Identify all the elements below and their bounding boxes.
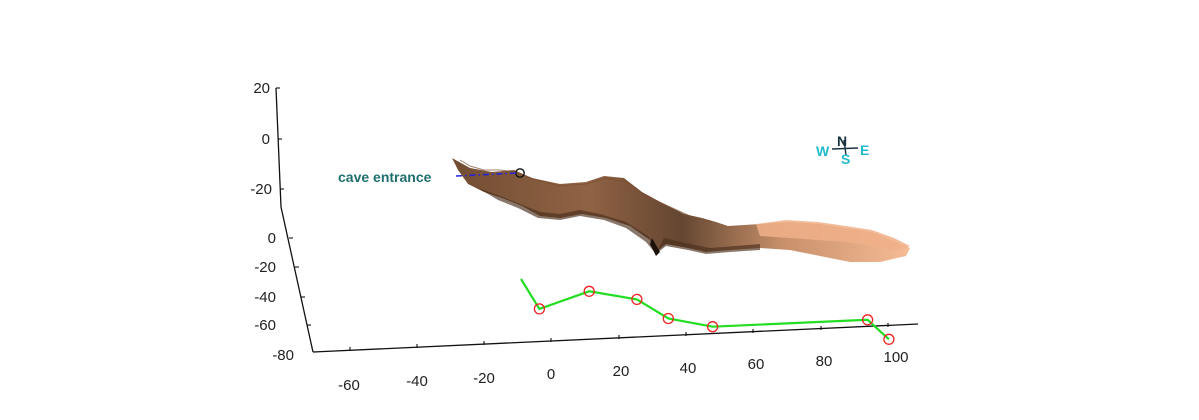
x-tick-label: -20: [473, 370, 495, 387]
centerline-path: [520, 278, 890, 341]
y-tick-label: 0: [268, 230, 276, 247]
compass-ew-line: [831, 147, 859, 150]
x-tick-labels: -60 -40 -20 0 20 40 60 80 100: [338, 349, 908, 394]
survey-stations: [533, 285, 895, 345]
compass-rose: N W E S: [816, 133, 869, 167]
cave-shadow-ridge: [478, 188, 760, 254]
survey-station-marker: [861, 314, 874, 326]
y-tick-label: -60: [254, 317, 276, 334]
x-tick-label: 100: [883, 349, 908, 366]
y-axis-line: [280, 206, 314, 353]
y-tick-label: -40: [254, 289, 276, 306]
cave-passage-surface: [452, 158, 910, 262]
x-tick-label: -40: [406, 373, 428, 390]
compass-south: S: [841, 151, 850, 167]
compass-east: E: [860, 142, 869, 158]
z-tick-label: -20: [250, 181, 272, 198]
entrance-leader-line: [455, 172, 519, 177]
x-tick-label: 40: [680, 360, 697, 377]
survey-station-marker: [883, 333, 895, 345]
x-tick-label: 60: [748, 356, 765, 373]
cave-stalactite: [650, 238, 660, 256]
z-tick-label: 20: [253, 80, 270, 97]
survey-station-marker: [706, 321, 719, 333]
centerline-survey: [515, 168, 895, 345]
x-tick-label: 20: [613, 363, 630, 380]
cave-entrance-label: cave entrance: [338, 169, 432, 185]
x-axis-line: [312, 323, 919, 353]
compass-north: N: [837, 133, 847, 149]
axes: [275, 87, 919, 353]
survey-station-marker: [662, 312, 674, 325]
cave-entrance-annotation: cave entrance: [338, 169, 519, 185]
survey-station-marker: [631, 293, 643, 306]
z-tick-label: 0: [262, 131, 270, 148]
x-tick-label: 0: [547, 366, 555, 383]
x-tick-label: -60: [338, 377, 360, 394]
compass-west: W: [816, 143, 830, 159]
survey-station-marker: [533, 303, 546, 315]
z-tick-labels: 20 0 -20: [250, 80, 272, 198]
survey-station-marker: [583, 285, 595, 297]
cave-light-ceiling: [756, 220, 910, 250]
x-tick-label: 80: [816, 353, 833, 370]
y-tick-label: -20: [254, 259, 276, 276]
z-axis-line: [275, 87, 282, 208]
y-tick-label: -80: [272, 347, 294, 364]
compass-ns-line: [843, 139, 847, 156]
tick-marks: [276, 87, 889, 353]
cave-rough-top: [459, 159, 713, 223]
y-tick-labels: 0 -20 -40 -60 -80: [254, 230, 294, 364]
